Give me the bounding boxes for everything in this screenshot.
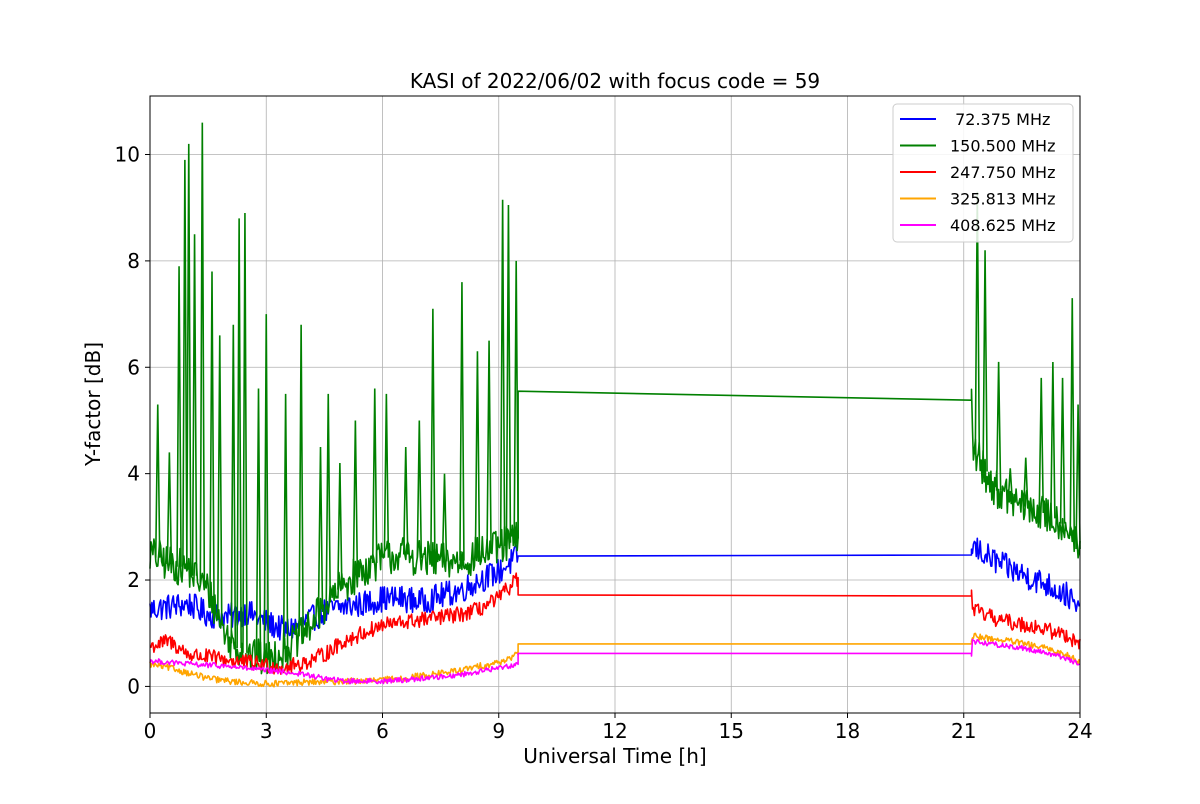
series-spike-1 <box>383 393 390 558</box>
series-spike-1 <box>441 473 448 562</box>
x-tick-label: 0 <box>144 719 157 743</box>
series-spike-1 <box>166 452 173 565</box>
series-spike-1 <box>982 250 988 472</box>
series-line-1 <box>149 388 1081 675</box>
series-spike-1 <box>242 213 248 653</box>
x-tick-label: 9 <box>492 719 505 743</box>
series-spike-1 <box>191 234 198 576</box>
x-tick-label: 3 <box>260 719 273 743</box>
legend-label-1: 150.500 MHz <box>950 137 1055 156</box>
series-spike-1 <box>1007 468 1014 501</box>
x-axis-label: Universal Time [h] <box>523 744 706 768</box>
x-tick-label: 12 <box>602 719 627 743</box>
y-tick-label: 6 <box>127 355 140 379</box>
series-spike-1 <box>325 393 332 603</box>
series-spike-1 <box>474 351 481 555</box>
series-spike-1 <box>1050 361 1056 519</box>
series-spike-1 <box>499 199 506 546</box>
series-spike-1 <box>1038 377 1045 514</box>
plot-series <box>149 122 1081 688</box>
x-tick-label: 21 <box>951 719 976 743</box>
series-spike-1 <box>182 159 188 569</box>
series-spike-1 <box>486 340 492 551</box>
series-spike-1 <box>352 420 359 576</box>
y-tick-label: 2 <box>127 568 140 592</box>
series-spike-1 <box>263 314 270 660</box>
series-spike-1 <box>505 205 512 543</box>
series-spike-1 <box>1075 404 1081 550</box>
x-tick-label: 15 <box>719 719 744 743</box>
y-tick-label: 4 <box>127 462 140 486</box>
series-spike-1 <box>298 324 304 637</box>
series-spike-1 <box>176 266 182 567</box>
series-spike-1 <box>282 393 289 650</box>
series-line-2 <box>149 572 1081 675</box>
x-tick-label: 24 <box>1067 719 1092 743</box>
series-spike-1 <box>216 335 223 620</box>
legend-label-3: 325.813 MHz <box>950 190 1055 209</box>
legend-box <box>892 103 1074 243</box>
legend: 72.375 MHz 150.500 MHz 247.750 MHz 325.813 … <box>892 103 1074 243</box>
series-spike-1 <box>337 462 343 590</box>
series-spike-1 <box>154 404 161 558</box>
series-line-4 <box>149 638 1081 685</box>
series-spike-1 <box>1022 457 1029 507</box>
series-spike-1 <box>371 388 378 564</box>
chart-title: KASI of 2022/06/02 with focus code = 59 <box>410 69 820 93</box>
series-spike-1 <box>255 388 262 658</box>
series-spike-1 <box>230 324 237 644</box>
series-spike-1 <box>402 447 409 555</box>
series-spike-1 <box>1069 298 1076 536</box>
y-tick-label: 8 <box>127 249 140 273</box>
legend-label-2: 247.750 MHz <box>950 163 1055 182</box>
series-spike-1 <box>416 420 423 559</box>
series-spike-1 <box>209 271 215 601</box>
series-spike-1 <box>1059 377 1066 524</box>
series-spike-1 <box>459 282 465 561</box>
y-tick-label: 10 <box>115 143 140 167</box>
legend-label-4: 408.625 MHz <box>950 216 1055 235</box>
x-tick-label: 18 <box>835 719 860 743</box>
series-spike-1 <box>199 122 206 585</box>
series-line-0 <box>149 537 1081 641</box>
legend-label-0: 72.375 MHz <box>950 110 1050 129</box>
series-spike-1 <box>995 361 1002 491</box>
y-tick-label: 0 <box>127 674 140 698</box>
series-spike-1 <box>430 308 436 561</box>
y-axis-label: Y-factor [dB] <box>81 342 105 467</box>
series-spike-1 <box>317 447 324 612</box>
series-spike-1 <box>236 218 242 649</box>
x-tick-label: 6 <box>376 719 389 743</box>
series-spike-1 <box>185 143 192 570</box>
series-spike-1 <box>513 260 519 539</box>
